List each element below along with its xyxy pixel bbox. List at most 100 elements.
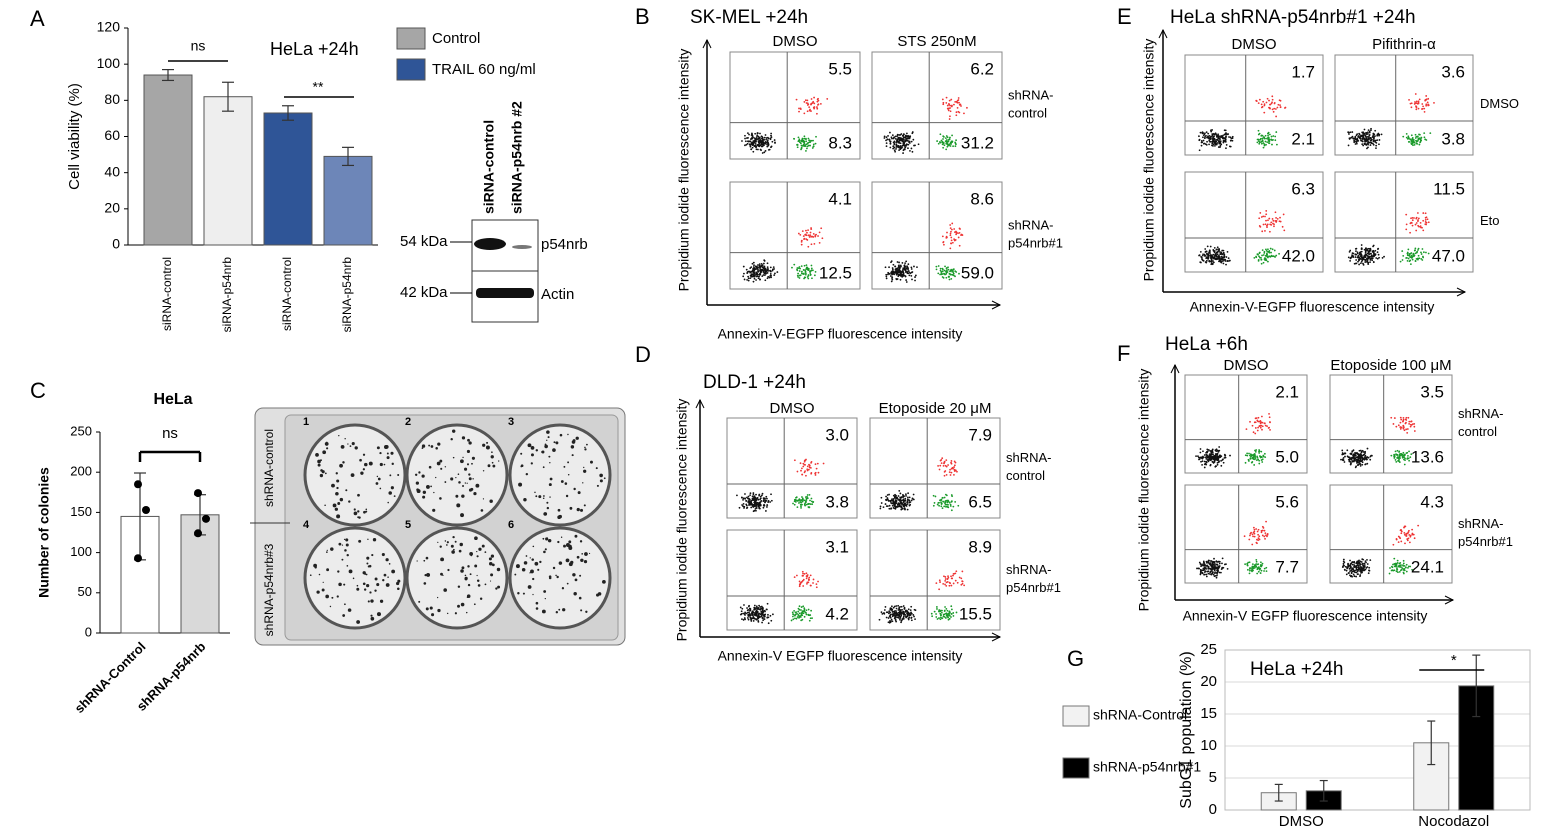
- event-dot: [1257, 416, 1260, 419]
- colony: [539, 560, 542, 564]
- event-dot: [1259, 420, 1262, 422]
- event-dot: [806, 104, 809, 106]
- colony: [439, 497, 442, 500]
- colony: [496, 567, 501, 572]
- event-dot: [1400, 426, 1403, 429]
- x-axis-label: Annexin-V EGFP fluorescence intensity: [718, 648, 963, 664]
- event-dot: [939, 614, 942, 617]
- colony: [326, 551, 328, 553]
- event-dot: [1360, 260, 1363, 263]
- event-dot: [810, 139, 812, 142]
- event-dot: [752, 150, 755, 153]
- event-dot: [803, 238, 805, 240]
- event-dot: [944, 612, 947, 615]
- event-dot: [954, 270, 957, 273]
- event-dot: [1347, 455, 1349, 458]
- event-dot: [1270, 135, 1273, 138]
- event-dot: [1425, 95, 1428, 97]
- event-dot: [1203, 142, 1206, 145]
- event-dot: [1363, 128, 1366, 131]
- event-dot: [1412, 253, 1415, 256]
- event-dot: [937, 272, 940, 275]
- event-dot: [945, 584, 948, 587]
- colony: [579, 540, 583, 543]
- event-dot: [1395, 453, 1397, 456]
- event-dot: [1213, 454, 1215, 457]
- colony: [491, 451, 493, 454]
- event-dot: [809, 574, 812, 577]
- event-dot: [940, 498, 943, 501]
- event-dot: [803, 276, 806, 279]
- event-dot: [1263, 529, 1266, 532]
- event-dot: [958, 232, 961, 234]
- event-dot: [806, 102, 809, 105]
- event-dot: [799, 462, 802, 465]
- event-dot: [1401, 250, 1404, 252]
- colony: [360, 471, 364, 475]
- event-dot: [804, 463, 806, 466]
- event-dot: [1362, 263, 1365, 266]
- event-dot: [1205, 455, 1208, 458]
- event-dot: [817, 97, 819, 100]
- event-dot: [769, 138, 772, 141]
- event-dot: [1258, 459, 1261, 462]
- event-dot: [1200, 139, 1203, 142]
- event-dot: [1222, 262, 1225, 265]
- event-dot: [1417, 249, 1419, 251]
- colony: [581, 553, 584, 555]
- event-dot: [806, 495, 808, 498]
- event-dot: [911, 150, 914, 153]
- colony: [366, 562, 369, 565]
- event-dot: [774, 272, 776, 275]
- event-dot: [1356, 564, 1359, 567]
- event-dot: [756, 611, 759, 614]
- column-label: STS 250nM: [897, 33, 976, 50]
- event-dot: [1356, 573, 1359, 576]
- event-dot: [806, 147, 808, 150]
- event-dot: [1261, 249, 1264, 252]
- event-dot: [1205, 461, 1208, 464]
- colony: [565, 543, 570, 547]
- colony: [389, 474, 392, 477]
- event-dot: [1348, 250, 1351, 253]
- event-dot: [1256, 429, 1259, 432]
- event-dot: [762, 506, 765, 509]
- colony: [523, 497, 527, 502]
- event-dot: [1414, 252, 1417, 255]
- event-dot: [1407, 454, 1409, 457]
- colony: [332, 503, 337, 508]
- event-dot: [1359, 560, 1362, 563]
- colony: [473, 492, 477, 496]
- event-dot: [1261, 562, 1264, 565]
- colony: [574, 578, 578, 582]
- event-dot: [800, 272, 803, 275]
- colony: [335, 491, 339, 496]
- event-dot: [898, 608, 901, 611]
- event-dot: [913, 615, 915, 618]
- event-dot: [953, 228, 956, 230]
- colony: [549, 462, 551, 464]
- event-dot: [1255, 99, 1258, 102]
- event-dot: [950, 575, 952, 578]
- event-dot: [811, 101, 814, 104]
- colony: [566, 582, 569, 585]
- event-dot: [758, 263, 761, 266]
- event-dot: [963, 584, 966, 587]
- event-dot: [1344, 565, 1347, 568]
- colony: [440, 467, 443, 470]
- colony: [492, 464, 496, 468]
- event-dot: [761, 152, 764, 154]
- event-dot: [1401, 567, 1404, 570]
- event-dot: [1410, 420, 1412, 423]
- event-dot: [812, 578, 815, 581]
- colony: [565, 558, 570, 563]
- colony: [376, 612, 381, 617]
- event-dot: [1264, 537, 1266, 540]
- event-dot: [765, 138, 768, 141]
- event-dot: [764, 134, 767, 136]
- event-dot: [1222, 137, 1225, 140]
- event-dot: [1357, 464, 1360, 466]
- colony: [534, 491, 536, 494]
- event-dot: [1200, 256, 1203, 259]
- colony: [484, 551, 487, 553]
